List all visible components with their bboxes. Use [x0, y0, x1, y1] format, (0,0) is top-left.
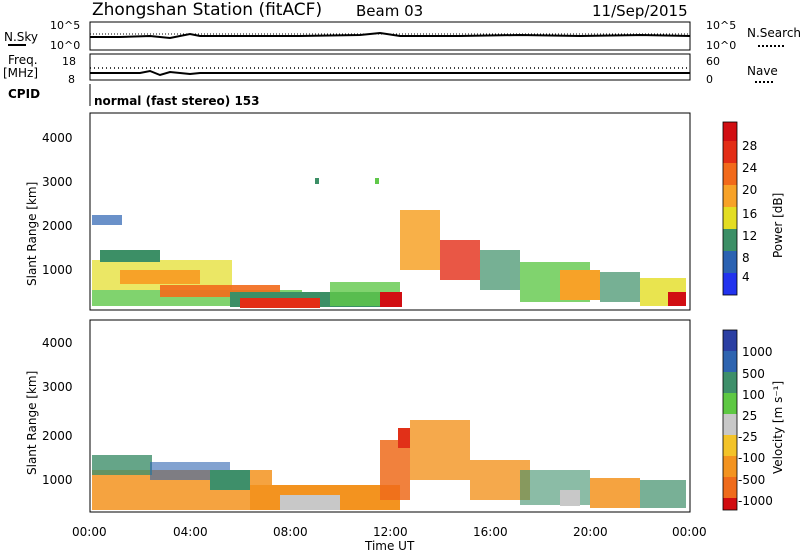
freq-panel-frame [89, 53, 691, 81]
nave-legend-line [755, 81, 773, 83]
nsky-legend-line [8, 44, 26, 46]
power-ytick-1000: 1000 [42, 263, 73, 277]
xtick-0800: 08:00 [273, 525, 308, 539]
nave-tick-top: 60 [706, 55, 720, 68]
power-ytick-3000: 3000 [42, 175, 73, 189]
freq-tick-bottom: 8 [68, 73, 75, 86]
velocity-ytick-2000: 2000 [42, 429, 73, 443]
power-cb-tick-12: 12 [742, 229, 758, 243]
nsearch-legend-line [758, 45, 784, 47]
nave-label: Nave [747, 64, 778, 78]
velocity-ytick-4000: 4000 [42, 336, 73, 350]
power-cb-tick-20: 20 [742, 183, 758, 197]
vel-cb-tick-m1000: -1000 [738, 494, 773, 508]
nsky-line [90, 31, 691, 40]
vel-cb-tick-25: 25 [742, 409, 758, 423]
cpid-mode: normal (fast stereo) 153 [94, 94, 260, 108]
velocity-ytick-1000: 1000 [42, 473, 73, 487]
nsearch-label: N.Search [747, 26, 800, 40]
xtick-2400: 00:00 [672, 525, 707, 539]
nsky-label: N.Sky [4, 30, 39, 44]
power-cb-tick-24: 24 [742, 161, 758, 175]
power-ytick-4000: 4000 [42, 131, 73, 145]
power-cb-tick-8: 8 [742, 251, 750, 265]
xtick-0000: 00:00 [72, 525, 107, 539]
x-axis-label: Time UT [365, 539, 415, 553]
velocity-colorbar [722, 329, 738, 511]
nsky-tick-bottom: 10^0 [50, 39, 81, 52]
power-ytick-2000: 2000 [42, 219, 73, 233]
power-scatter [92, 178, 686, 308]
vel-cb-tick-m100: -100 [738, 451, 766, 465]
power-colorbar [722, 121, 738, 296]
xtick-0400: 04:00 [173, 525, 208, 539]
xtick-1600: 16:00 [473, 525, 508, 539]
freq-line [90, 69, 690, 77]
xtick-2000: 20:00 [573, 525, 608, 539]
nsearch-tick-top: 10^5 [706, 19, 737, 32]
velocity-ytick-3000: 3000 [42, 380, 73, 394]
vel-cb-tick-m500: -500 [738, 473, 766, 487]
xtick-1200: 12:00 [373, 525, 408, 539]
freq-tick-top: 18 [62, 55, 76, 68]
station-title: Zhongshan Station (fitACF) [92, 0, 323, 20]
beam-label: Beam 03 [356, 2, 424, 20]
vel-cb-tick-1000: 1000 [742, 345, 773, 359]
velocity-panel-frame [89, 319, 691, 513]
power-cb-tick-4: 4 [742, 270, 750, 284]
vel-cb-tick-500: 500 [742, 367, 765, 381]
date-label: 11/Sep/2015 [592, 2, 688, 20]
nave-tick-bottom: 0 [706, 73, 713, 86]
vel-cb-tick-100: 100 [742, 388, 765, 402]
power-panel-frame [89, 112, 691, 311]
freq-label: Freq. [8, 53, 38, 67]
freq-unit: [MHz] [3, 66, 39, 80]
power-cb-tick-16: 16 [742, 207, 758, 221]
nsky-tick-top: 10^5 [50, 19, 81, 32]
nsearch-tick-bottom: 10^0 [706, 39, 737, 52]
cpid-label: CPID [8, 87, 41, 101]
power-cb-tick-28: 28 [742, 139, 758, 153]
velocity-scatter [92, 420, 686, 510]
vel-cb-tick-m25: -25 [738, 430, 758, 444]
